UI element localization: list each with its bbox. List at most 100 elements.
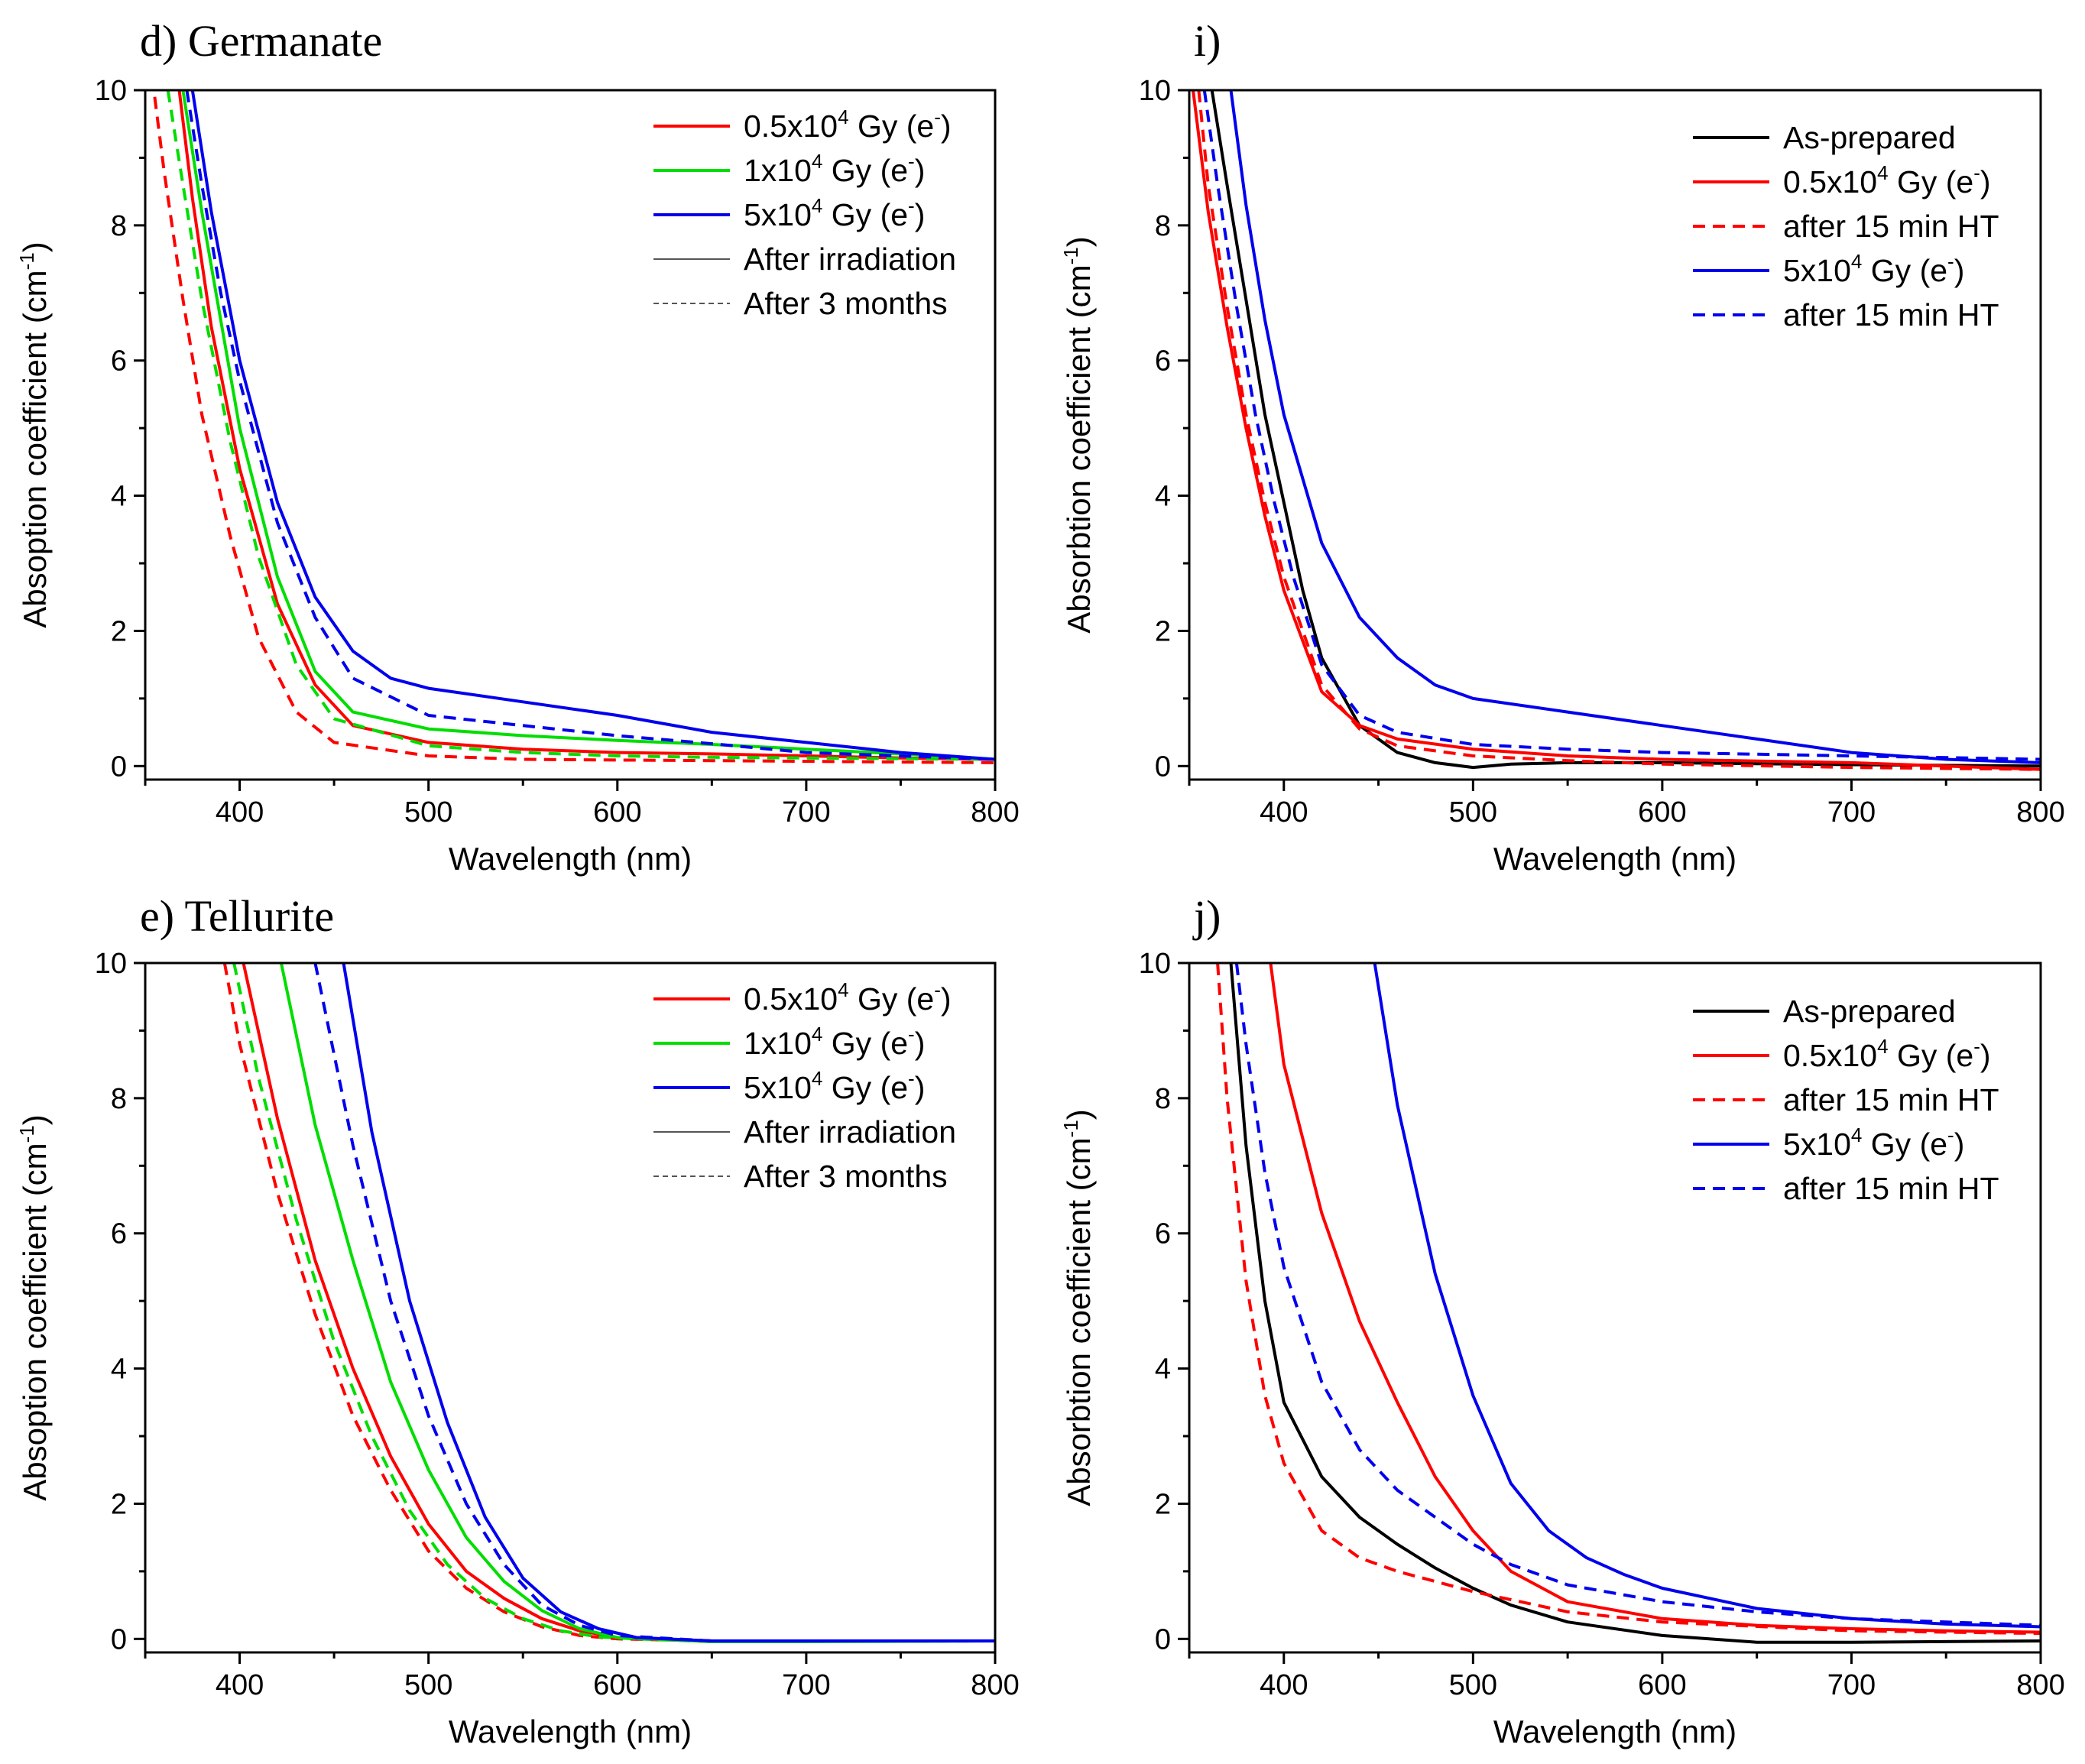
- legend-text-main: After 3 months: [744, 1159, 948, 1194]
- legend-text-sup2: -: [908, 1067, 915, 1090]
- series-line-2: [279, 963, 995, 1643]
- legend: 0.5x104 Gy (e-)1x104 Gy (e-)5x104 Gy (e-…: [653, 978, 956, 1194]
- x-axis-label: Wavelength (nm): [1493, 1714, 1736, 1749]
- series-line-2: [181, 90, 995, 761]
- plot-frame: [1188, 961, 2042, 1654]
- y-tick-label: 10: [95, 75, 127, 107]
- x-tick-label: 700: [1827, 1669, 1876, 1701]
- legend-text-sup2: -: [934, 978, 941, 1001]
- legend-text-sup: 4: [812, 150, 822, 173]
- y-axis-label: Absorbtion coefficient (cm-1): [1059, 1109, 1097, 1506]
- x-tick-label: 500: [1449, 1669, 1497, 1701]
- series-line-0: [177, 90, 995, 761]
- legend-text-main: after 15 min HT: [1783, 1171, 1999, 1206]
- x-tick-label: 800: [971, 796, 1019, 828]
- legend-entry: after 15 min HT: [1783, 209, 1999, 244]
- series-line-3: [232, 963, 995, 1643]
- legend-entry: after 15 min HT: [1783, 1171, 1999, 1206]
- legend-text-mid: Gy (e: [1889, 164, 1974, 199]
- y-axis-label: Absorbtion coefficient (cm-1): [1059, 236, 1097, 634]
- legend-text-sup2: -: [1947, 1124, 1954, 1146]
- plot-frame: [144, 961, 997, 1654]
- legend-entry: After irradiation: [744, 1114, 956, 1150]
- legend-text-mid: Gy (e: [822, 1070, 908, 1105]
- legend-text-sup2: -: [1973, 1035, 1980, 1058]
- x-tick-label: 600: [593, 1669, 641, 1701]
- y-tick-label: 6: [111, 1218, 127, 1250]
- legend: 0.5x104 Gy (e-)1x104 Gy (e-)5x104 Gy (e-…: [653, 105, 956, 321]
- legend-text-main: 1x10: [744, 1026, 812, 1061]
- x-tick-label: 400: [216, 1669, 264, 1701]
- x-tick-label: 800: [2016, 796, 2064, 828]
- legend-text-sup: 4: [812, 194, 822, 217]
- legend-text-mid: Gy (e: [1862, 1127, 1947, 1162]
- y-tick-label: 10: [1139, 948, 1171, 980]
- y-axis-label-main: Absorbtion coefficient (cm: [1061, 1137, 1097, 1506]
- legend-entry: 5x104 Gy (e-): [744, 194, 925, 232]
- panel-e: e) Tellurite 400 500 600 700 800 0 2 4 6 8 10 Wavele…: [15, 891, 1020, 1749]
- legend-entry: after 15 min HT: [1783, 297, 1999, 332]
- x-tick-label: 400: [216, 796, 264, 828]
- series-line-3: [166, 90, 995, 761]
- legend-entry: After 3 months: [744, 1159, 948, 1194]
- legend: As-prepared 0.5x104 Gy (e-) after 15 min H…: [1693, 120, 1999, 332]
- y-tick-label: 2: [1155, 1488, 1171, 1520]
- legend-text-sup2: -: [908, 1023, 915, 1046]
- legend-text-post: ): [1980, 1038, 1991, 1073]
- legend-entry: After irradiation: [744, 242, 956, 277]
- legend-text-post: ): [941, 109, 952, 144]
- x-tick-label: 800: [2016, 1669, 2064, 1701]
- series-line-0: [242, 963, 995, 1642]
- y-tick-label: 8: [1155, 210, 1171, 242]
- legend-text-post: ): [915, 1026, 926, 1061]
- x-tick-label: 600: [593, 796, 641, 828]
- legend-text-post: ): [1954, 253, 1965, 288]
- y-tick-label: 4: [111, 481, 127, 513]
- y-tick-label: 0: [111, 1623, 127, 1655]
- y-tick-label: 2: [1155, 615, 1171, 647]
- series-line-1: [222, 963, 995, 1642]
- series-group: [1192, 90, 2041, 771]
- legend-entry: 0.5x104 Gy (e-): [744, 105, 952, 144]
- y-tick-label: 6: [1155, 345, 1171, 378]
- legend-entry: As-prepared: [1783, 120, 1956, 155]
- y-tick-label: 6: [1155, 1218, 1171, 1250]
- legend-text-main: 1x10: [744, 153, 812, 188]
- y-tick-label: 0: [1155, 1623, 1171, 1655]
- legend-text-main: after 15 min HT: [1783, 1082, 1999, 1117]
- legend-text-main: 5x10: [1783, 253, 1851, 288]
- series-line-5: [185, 90, 995, 761]
- y-axis-label-main: Absorbtion coefficient (cm: [1061, 264, 1097, 633]
- x-tick-label: 600: [1638, 796, 1686, 828]
- legend-text-main: 5x10: [744, 197, 812, 232]
- legend-text-sup: 4: [1877, 161, 1888, 184]
- legend-text-sup: 4: [812, 1023, 822, 1046]
- y-tick-label: 2: [111, 615, 127, 647]
- legend-text-main: As-prepared: [1783, 994, 1956, 1029]
- y-axis-label-main: Absoption coefficient (cm: [17, 1143, 53, 1500]
- y-tick-label: 10: [95, 948, 127, 980]
- legend-text-main: After irradiation: [744, 242, 956, 277]
- y-axis-label-sup: -1: [15, 252, 38, 270]
- legend-text-mid: Gy (e: [1862, 253, 1947, 288]
- legend-entry: 5x104 Gy (e-): [1783, 250, 1964, 288]
- y-axis-label-tail: ): [17, 242, 53, 252]
- panel-title: j): [1192, 891, 1221, 941]
- panel-title: d) Germanate: [140, 16, 382, 66]
- legend-entry: After 3 months: [744, 286, 948, 321]
- series-line-0: [1229, 963, 2041, 1644]
- x-tick-label: 500: [404, 796, 452, 828]
- legend-entry: 0.5x104 Gy (e-): [1783, 161, 1991, 199]
- legend-text-sup2: -: [1947, 250, 1954, 273]
- legend-text-main: 5x10: [744, 1070, 812, 1105]
- series-line-1: [1269, 963, 2041, 1634]
- legend-text-main: after 15 min HT: [1783, 209, 1999, 244]
- panel-j: j) 400 500 600 700 800 0 2 4 6 8 10 Wavelength (nm) A…: [1059, 891, 2065, 1749]
- x-axis-label: Wavelength (nm): [449, 1714, 692, 1749]
- series-line-5: [313, 963, 995, 1642]
- x-axis-label: Wavelength (nm): [1493, 841, 1736, 877]
- y-tick-label: 10: [1139, 75, 1171, 107]
- series-group: [1216, 963, 2041, 1644]
- series-line-2: [1216, 963, 2041, 1636]
